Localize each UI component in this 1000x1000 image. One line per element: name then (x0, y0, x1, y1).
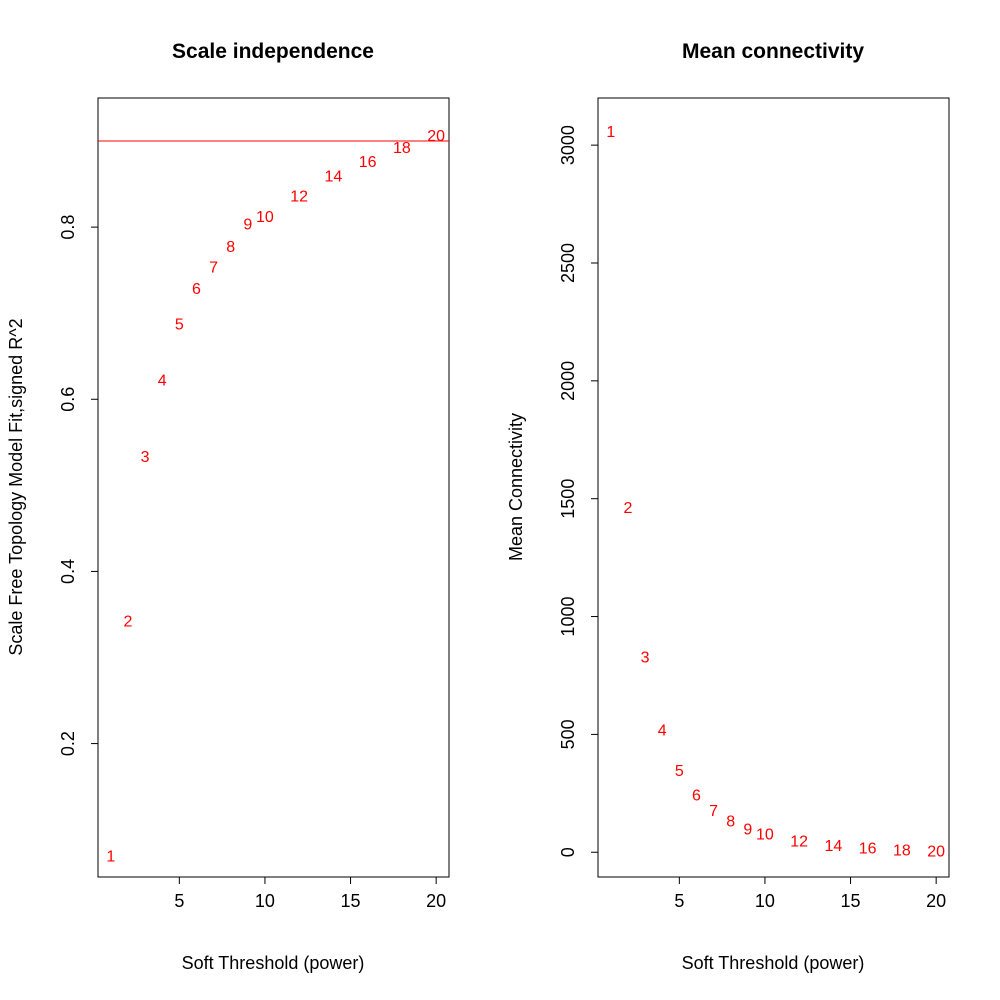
x-tick-label: 20 (926, 891, 946, 911)
data-point-label: 14 (825, 838, 843, 855)
data-point-label: 6 (692, 788, 701, 805)
data-point-label: 1 (106, 848, 115, 865)
y-tick-label: 0 (558, 847, 578, 857)
x-axis: 5 10 15 20 (674, 876, 946, 911)
data-point-label: 16 (359, 154, 377, 171)
y-tick-label: 2500 (558, 243, 578, 283)
x-axis-label: Soft Threshold (power) (682, 953, 865, 973)
y-tick-label: 0.2 (58, 731, 78, 756)
y-tick-label: 0.6 (58, 387, 78, 412)
x-tick-label: 20 (426, 891, 446, 911)
data-point-label: 14 (325, 168, 343, 185)
data-point-label: 8 (226, 239, 235, 256)
data-point-label: 1 (606, 124, 615, 141)
data-point-label: 2 (124, 613, 133, 630)
data-point-label: 3 (641, 650, 650, 667)
data-point-label: 7 (709, 803, 718, 820)
y-axis-label: Scale Free Topology Model Fit,signed R^2 (6, 318, 26, 655)
x-tick-label: 15 (841, 891, 861, 911)
data-point-label: 4 (658, 723, 667, 740)
x-tick-label: 5 (674, 891, 684, 911)
y-tick-label: 1000 (558, 597, 578, 637)
data-point-label: 20 (927, 843, 945, 860)
data-point-label: 20 (427, 128, 445, 145)
data-point-label: 5 (675, 763, 684, 780)
data-point-label: 7 (209, 260, 218, 277)
data-point-label: 9 (743, 822, 752, 839)
data-point-label: 4 (158, 372, 167, 389)
chart-title: Scale independence (172, 40, 374, 63)
data-point-label: 12 (290, 188, 308, 205)
data-point-label: 10 (756, 826, 774, 843)
x-axis-label: Soft Threshold (power) (182, 953, 365, 973)
data-point-label: 5 (175, 317, 184, 334)
data-point-label: 18 (393, 140, 411, 157)
y-tick-label: 0.4 (58, 559, 78, 584)
x-tick-label: 5 (174, 891, 184, 911)
scale-independence-panel: Scale independence 5 10 15 20 0.20.40.60.8 … (6, 40, 450, 973)
x-axis: 5 10 15 20 (174, 876, 446, 911)
y-axis: 0 500 1000 1500 2000 2500 3000 (558, 125, 599, 857)
data-point-label: 9 (243, 217, 252, 234)
data-point-label: 10 (256, 209, 274, 226)
data-point-label: 3 (141, 449, 150, 466)
data-point-label: 16 (859, 841, 877, 858)
x-tick-label: 10 (255, 891, 275, 911)
mean-connectivity-panel: Mean connectivity 5 10 15 20 05001000150020… (506, 40, 950, 973)
data-point-label: 8 (726, 813, 735, 830)
chart-title: Mean connectivity (682, 40, 864, 63)
data-point-label: 18 (893, 842, 911, 859)
data-point-label: 12 (790, 833, 808, 850)
y-tick-label: 0.8 (58, 215, 78, 240)
y-tick-label: 3000 (558, 125, 578, 165)
y-axis-label: Mean Connectivity (506, 413, 526, 561)
y-tick-label: 500 (558, 719, 578, 749)
y-axis: 0.2 0.4 0.6 0.8 (58, 215, 99, 756)
y-tick-label: 1500 (558, 479, 578, 519)
x-tick-label: 15 (341, 891, 361, 911)
data-point-label: 6 (192, 281, 201, 298)
x-tick-label: 10 (755, 891, 775, 911)
y-tick-label: 2000 (558, 361, 578, 401)
data-point-label: 2 (624, 500, 633, 517)
